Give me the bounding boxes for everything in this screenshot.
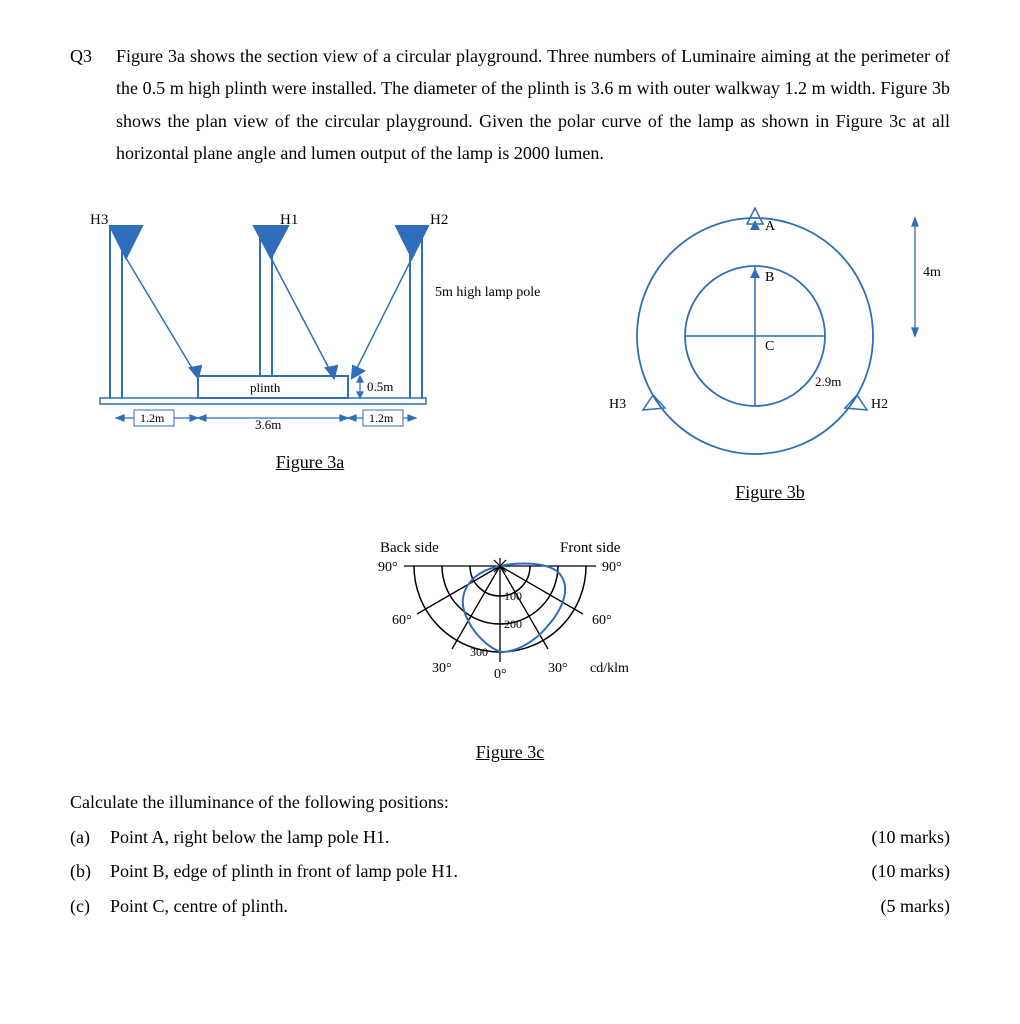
figures-row-ab: 0.5m 1.2m 3.6m 1.2m H3 H1 H2 5m hig xyxy=(70,206,950,508)
lbl-h3-a: H3 xyxy=(90,212,108,228)
figures-row-c: 90° 90° 60° 60° 30° 30° 0° 100 200 300 c… xyxy=(70,536,950,768)
dim-plinth-h: 0.5m xyxy=(367,379,393,394)
calc-block: Calculate the illuminance of the followi… xyxy=(70,786,950,922)
subq-a-text: Point A, right below the lamp pole H1. xyxy=(110,821,389,853)
lbl-60-front: 60° xyxy=(592,613,612,628)
dim-plinth-w: 3.6m xyxy=(255,417,281,432)
question-block: Q3 Figure 3a shows the section view of a… xyxy=(70,40,950,170)
lbl-h1-a: H1 xyxy=(280,212,298,228)
lbl-h2-b: H2 xyxy=(871,397,888,412)
subq-b: (b) Point B, edge of plinth in front of … xyxy=(70,855,950,887)
figure-3a-svg: 0.5m 1.2m 3.6m 1.2m H3 H1 H2 5m hig xyxy=(70,206,550,436)
lbl-front: Front side xyxy=(560,540,621,556)
lbl-r100: 100 xyxy=(504,589,522,603)
subq-a: (a) Point A, right below the lamp pole H… xyxy=(70,821,950,853)
figure-3a-caption: Figure 3a xyxy=(276,446,344,478)
figure-3b-svg: 2.9m A B C H1 H2 H3 4m xyxy=(590,206,950,466)
lbl-4m: 4m xyxy=(923,265,941,280)
subq-c-text: Point C, centre of plinth. xyxy=(110,890,288,922)
lbl-90-front: 90° xyxy=(602,560,622,575)
lbl-60-back: 60° xyxy=(392,613,412,628)
lbl-2p9m: 2.9m xyxy=(815,374,841,389)
subq-b-text: Point B, edge of plinth in front of lamp… xyxy=(110,855,458,887)
calc-intro: Calculate the illuminance of the followi… xyxy=(70,786,950,818)
lbl-r200: 200 xyxy=(504,617,522,631)
figure-3b-caption: Figure 3b xyxy=(735,476,805,508)
lbl-h2-a: H2 xyxy=(430,212,448,228)
lbl-plinth: plinth xyxy=(250,380,281,395)
figure-3b: 2.9m A B C H1 H2 H3 4m Figure 3b xyxy=(590,206,950,508)
subq-c-tag: (c) xyxy=(70,890,110,922)
lbl-pole-note: 5m high lamp pole xyxy=(435,285,540,300)
subq-a-tag: (a) xyxy=(70,821,110,853)
subq-a-marks: (10 marks) xyxy=(872,821,950,853)
question-number: Q3 xyxy=(70,40,116,72)
lbl-h3-b: H3 xyxy=(609,397,626,412)
subq-b-tag: (b) xyxy=(70,855,110,887)
lbl-r300: 300 xyxy=(470,645,488,659)
subq-c: (c) Point C, centre of plinth. (5 marks) xyxy=(70,890,950,922)
lbl-90-back: 90° xyxy=(378,560,398,575)
lbl-back: Back side xyxy=(380,540,439,556)
figure-3c: 90° 90° 60° 60° 30° 30° 0° 100 200 300 c… xyxy=(300,536,720,768)
lbl-h1-b: H1 xyxy=(749,206,766,208)
figure-3a: 0.5m 1.2m 3.6m 1.2m H3 H1 H2 5m hig xyxy=(70,206,550,478)
lbl-A: A xyxy=(765,219,776,234)
subq-c-marks: (5 marks) xyxy=(881,890,950,922)
lbl-30-front: 30° xyxy=(548,661,568,676)
figure-3c-caption: Figure 3c xyxy=(476,736,544,768)
dim-walkway-l: 1.2m xyxy=(140,411,165,425)
lbl-0: 0° xyxy=(494,667,507,682)
lbl-B: B xyxy=(765,270,774,285)
lbl-unit: cd/klm xyxy=(590,661,629,676)
dim-walkway-r: 1.2m xyxy=(369,411,394,425)
question-text: Figure 3a shows the section view of a ci… xyxy=(116,40,950,170)
subq-b-marks: (10 marks) xyxy=(872,855,950,887)
lbl-C: C xyxy=(765,339,774,354)
figure-3c-svg: 90° 90° 60° 60° 30° 30° 0° 100 200 300 c… xyxy=(300,536,720,726)
lbl-30-back: 30° xyxy=(432,661,452,676)
